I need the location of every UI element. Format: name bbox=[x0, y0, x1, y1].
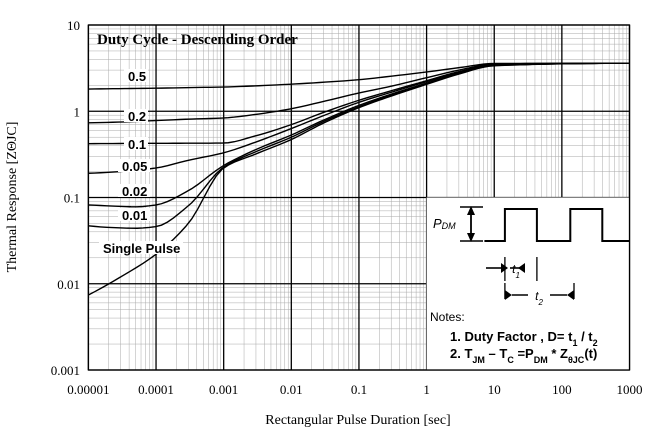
svg-text:Rectangular Pulse Duration [se: Rectangular Pulse Duration [sec] bbox=[265, 413, 450, 428]
svg-text:0.2: 0.2 bbox=[128, 109, 146, 124]
svg-text:10: 10 bbox=[67, 18, 80, 33]
svg-text:Duty Cycle - Descending Order: Duty Cycle - Descending Order bbox=[97, 32, 298, 48]
svg-text:Notes:: Notes: bbox=[430, 310, 465, 324]
svg-text:Thermal Response [ZΘJC]: Thermal Response [ZΘJC] bbox=[5, 122, 20, 273]
svg-text:0.001: 0.001 bbox=[209, 382, 238, 397]
svg-text:0.01: 0.01 bbox=[57, 277, 80, 292]
svg-text:10: 10 bbox=[488, 382, 501, 397]
svg-text:0.05: 0.05 bbox=[122, 159, 147, 174]
svg-text:0.01: 0.01 bbox=[122, 208, 147, 223]
svg-text:0.5: 0.5 bbox=[128, 69, 146, 84]
svg-text:1000: 1000 bbox=[617, 382, 643, 397]
svg-text:0.1: 0.1 bbox=[128, 137, 146, 152]
svg-text:1: 1 bbox=[74, 104, 81, 119]
svg-text:100: 100 bbox=[552, 382, 572, 397]
svg-text:1: 1 bbox=[423, 382, 430, 397]
svg-text:0.02: 0.02 bbox=[122, 184, 147, 199]
svg-text:0.001: 0.001 bbox=[51, 363, 80, 378]
svg-text:0.00001: 0.00001 bbox=[67, 382, 109, 397]
svg-text:Single Pulse: Single Pulse bbox=[103, 241, 180, 256]
svg-text:0.0001: 0.0001 bbox=[138, 382, 174, 397]
svg-text:0.1: 0.1 bbox=[64, 191, 80, 206]
svg-text:0.1: 0.1 bbox=[351, 382, 367, 397]
svg-text:0.01: 0.01 bbox=[280, 382, 303, 397]
